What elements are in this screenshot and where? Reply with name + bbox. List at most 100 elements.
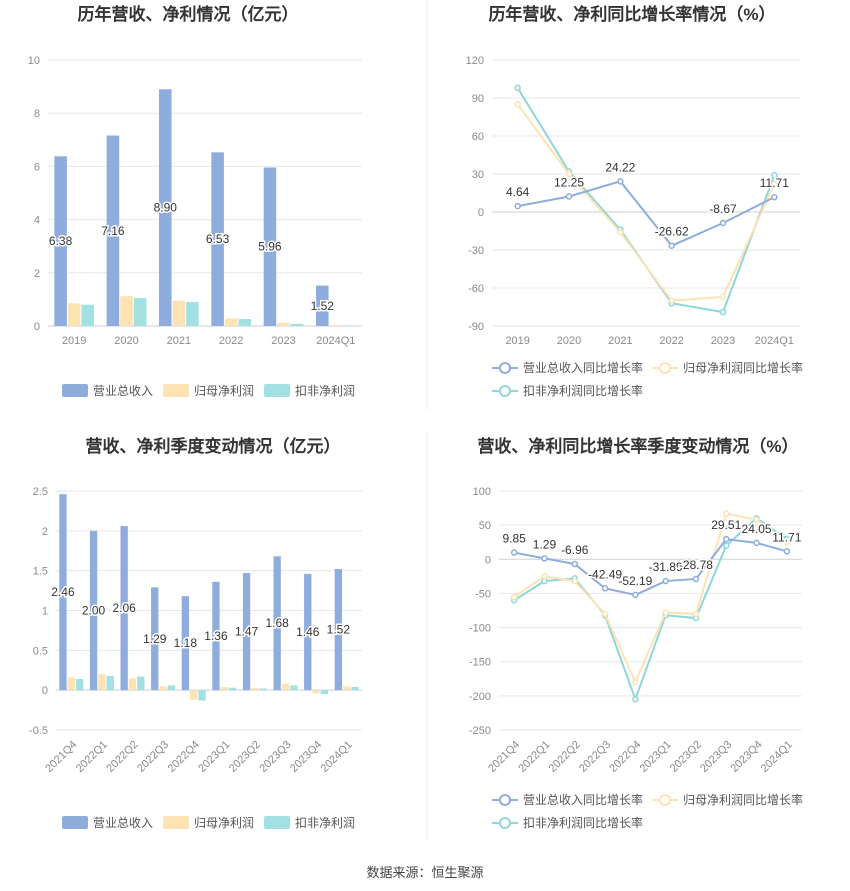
annual-line-point-revenue [771, 193, 778, 201]
annual-line-data-label: -26.62 [655, 225, 689, 239]
quarter-line-xtick-label: 2022Q4 [607, 739, 643, 775]
quarter-bar-xtick-label: 2022Q2 [104, 739, 140, 775]
quarter-bar-data-label: 1.68 [265, 616, 289, 630]
quarter-line-data-label: 9.85 [502, 532, 526, 546]
annual-bar-legend-item[interactable]: 归母净利润 [163, 384, 254, 398]
quarter-bar-bar-deducted-profit [290, 685, 298, 691]
quarter-bar-bar-deducted-profit [320, 690, 329, 695]
annual-line-point-revenue [514, 202, 521, 210]
quarter-bar-bar-revenue [212, 581, 220, 691]
quarter-bar-legend-item[interactable]: 扣非净利润 [264, 816, 355, 830]
quarter-bar-bar-net-profit [67, 677, 75, 691]
annual-line-point-net-profit [719, 293, 727, 301]
quarter-line-title: 营收、净利同比增长率季度变动情况（%） [477, 436, 798, 456]
annual-bar-bar-deducted-profit [81, 304, 95, 326]
quarter-bar-xtick-label: 2023Q3 [257, 739, 293, 775]
annual-bar-bar-deducted-profit [290, 323, 304, 326]
quarter-bar-data-label: 2.06 [112, 601, 136, 615]
annual-bar-bar-deducted-profit [133, 298, 147, 326]
quarter-line-point-revenue [632, 591, 639, 599]
quarter-line-xtick-label: 2022Q1 [516, 739, 552, 775]
annual-bar-xtick-label: 2023 [271, 335, 295, 347]
quarter-line-data-label: -52.19 [618, 574, 652, 588]
quarter-line-ytick-label: -200 [469, 691, 491, 703]
quarter-bar-bar-deducted-profit [137, 676, 145, 691]
annual-line-point-deducted-profit [771, 172, 778, 179]
annual-bar-bar-revenue [158, 89, 172, 326]
annual-line-line-deducted-profit [516, 87, 776, 314]
quarter-bar-xtick-label: 2023Q4 [288, 739, 324, 775]
quarter-bar-xtick-label: 2022Q1 [74, 739, 110, 775]
quarter-bar-bar-net-profit [220, 686, 228, 691]
annual-line-chart: 历年营收、净利同比增长率情况（%） -90 -60 -30 0 30 60 90 120 2019… [466, 4, 803, 398]
annual-bar-legend-item[interactable]: 营业总收入 [62, 384, 153, 398]
quarter-bar-bar-deducted-profit [351, 686, 359, 691]
quarter-bar-xtick-label: 2022Q4 [166, 739, 202, 775]
legend-label: 营业总收入同比增长率 [523, 792, 643, 807]
quarter-bar-ytick-label: 0.5 [33, 645, 48, 657]
legend-swatch [163, 384, 189, 397]
legend-label: 营业总收入 [93, 816, 153, 830]
quarter-line-point-deducted-profit [632, 696, 639, 703]
quarter-line-ytick-label: -150 [469, 657, 491, 669]
annual-line-legend-item[interactable]: 扣非净利润同比增长率 [492, 383, 643, 398]
annual-bar-bar-revenue [54, 156, 67, 326]
annual-bar-data-label: 5.96 [258, 240, 282, 254]
quarter-line-legend-item[interactable]: 归母净利润同比增长率 [652, 792, 803, 807]
quarter-bar-data-label: 1.46 [296, 625, 320, 639]
annual-line-data-label: 11.71 [760, 176, 789, 190]
quarter-bar-xtick-label: 2024Q1 [319, 739, 355, 775]
quarter-line-point-revenue [571, 560, 578, 568]
annual-line-legend-item[interactable]: 营业总收入同比增长率 [492, 360, 643, 375]
quarter-bar-bar-net-profit [251, 687, 259, 691]
legend-label: 营业总收入同比增长率 [523, 360, 643, 375]
quarter-bar-xtick-label: 2022Q3 [135, 739, 171, 775]
quarter-line-point-deducted-profit [723, 542, 730, 549]
legend-label: 归母净利润同比增长率 [683, 792, 803, 807]
annual-line-point-net-profit [565, 170, 573, 178]
quarter-bar-bar-net-profit [128, 678, 137, 691]
quarter-line-point-net-profit [753, 516, 760, 523]
legend-label: 扣非净利润 [295, 816, 355, 830]
quarter-line-data-label: -28.78 [679, 558, 713, 572]
quarter-bar-chart: 营收、净利季度变动情况（亿元）-0.500.511.522.52021Q4202… [29, 436, 362, 830]
annual-bar-bar-net-profit [67, 303, 81, 326]
quarter-bar-bar-net-profit [190, 690, 198, 700]
quarter-bar-legend-item[interactable]: 归母净利润 [163, 816, 254, 830]
quarter-bar-data-label: 1.47 [235, 625, 259, 639]
quarter-bar-legend-item[interactable]: 营业总收入 [62, 816, 153, 830]
annual-bar-ytick-label: 6 [34, 161, 40, 173]
quarter-line-point-revenue [541, 555, 548, 562]
legend-swatch-marker [499, 362, 511, 374]
annual-line-legend-item[interactable]: 归母净利润同比增长率 [652, 360, 803, 375]
quarter-line-ytick-label: -100 [469, 623, 491, 635]
annual-line-ytick-label: 0 [478, 207, 484, 219]
annual-line-data-label: 24.22 [605, 160, 635, 174]
annual-bar-ytick-label: 4 [34, 215, 40, 227]
annual-line-xtick-label: 2022 [659, 335, 683, 347]
annual-bar-legend-item[interactable]: 扣非净利润 [264, 384, 355, 398]
quarter-line-data-label: 29.51 [711, 518, 741, 532]
annual-line-point-deducted-profit [719, 308, 727, 316]
quarter-line-line-deducted-profit [513, 517, 788, 703]
annual-line-ytick-label: -90 [468, 321, 484, 333]
annual-bar-data-label: 6.53 [206, 232, 230, 246]
quarter-line-point-revenue [692, 575, 700, 583]
annual-line-xtick-label: 2024Q1 [755, 335, 794, 347]
legend-swatch-marker [499, 385, 511, 397]
quarter-line-xtick-label: 2023Q2 [668, 739, 704, 775]
annual-line-point-net-profit [668, 297, 675, 304]
quarter-bar-data-label: 2.46 [51, 585, 75, 599]
quarter-line-xtick-label: 2023Q1 [638, 739, 674, 775]
legend-swatch [264, 816, 290, 829]
quarter-line-point-net-profit [692, 610, 700, 618]
quarter-line-legend-item[interactable]: 扣非净利润同比增长率 [492, 815, 643, 830]
annual-bar-chart: 历年营收、净利情况（亿元） 0 2 4 6 8 10 2019 2020 2021 2022 2023… [28, 4, 362, 398]
quarter-bar-bar-revenue [242, 573, 251, 691]
quarter-line-legend-item[interactable]: 营业总收入同比增长率 [492, 792, 643, 807]
quarter-line-point-net-profit [571, 577, 578, 585]
legend-label: 营业总收入 [93, 384, 153, 398]
annual-bar-xtick-label: 2024Q1 [316, 335, 355, 347]
annual-bar-data-label: 6.38 [49, 234, 73, 248]
quarter-line-ytick-label: -50 [475, 588, 491, 600]
